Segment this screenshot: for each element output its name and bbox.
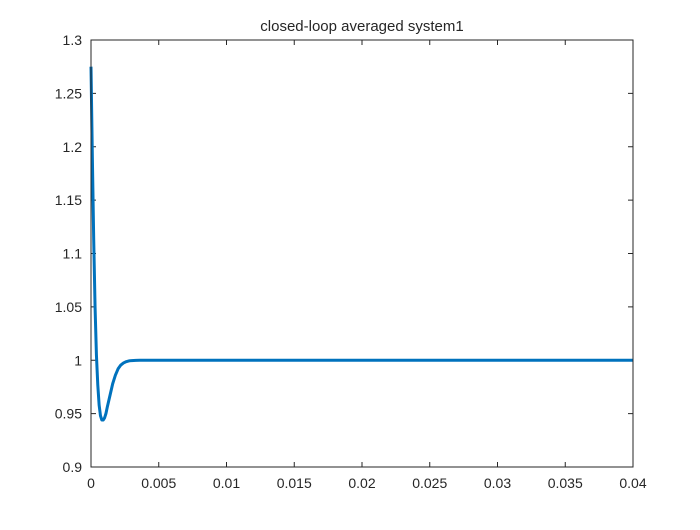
y-tick-label: 1.25 xyxy=(55,85,82,101)
series-line xyxy=(89,66,633,422)
y-tick-label: 1.2 xyxy=(63,139,83,155)
series-layer xyxy=(89,66,633,422)
axes-background xyxy=(91,40,633,467)
x-tick-label: 0.005 xyxy=(141,475,176,491)
y-tick-label: 0.95 xyxy=(55,406,82,422)
y-tick-label: 0.9 xyxy=(63,459,83,475)
x-tick-label: 0.025 xyxy=(412,475,447,491)
y-tick-label: 1.15 xyxy=(55,192,82,208)
x-tick-label: 0 xyxy=(87,475,95,491)
y-tick-label: 1.1 xyxy=(63,246,83,262)
axes-box xyxy=(90,39,634,468)
x-tick-label: 0.015 xyxy=(277,475,312,491)
x-tick-label: 0.04 xyxy=(619,475,646,491)
x-tick-label: 0.01 xyxy=(213,475,240,491)
chart-title: closed-loop averaged system1 xyxy=(260,18,463,35)
x-tick-label: 0.035 xyxy=(548,475,583,491)
tick-labels-layer: 0 0.005 0.01 0.015 0.02 0.025 0.03 0.035 0.04 0.9… xyxy=(55,32,647,491)
y-tick-label: 1.05 xyxy=(55,299,82,315)
y-tick-label: 1.3 xyxy=(63,32,83,48)
x-tick-label: 0.03 xyxy=(484,475,511,491)
y-tick-label: 1 xyxy=(74,352,82,368)
x-tick-label: 0.02 xyxy=(348,475,375,491)
